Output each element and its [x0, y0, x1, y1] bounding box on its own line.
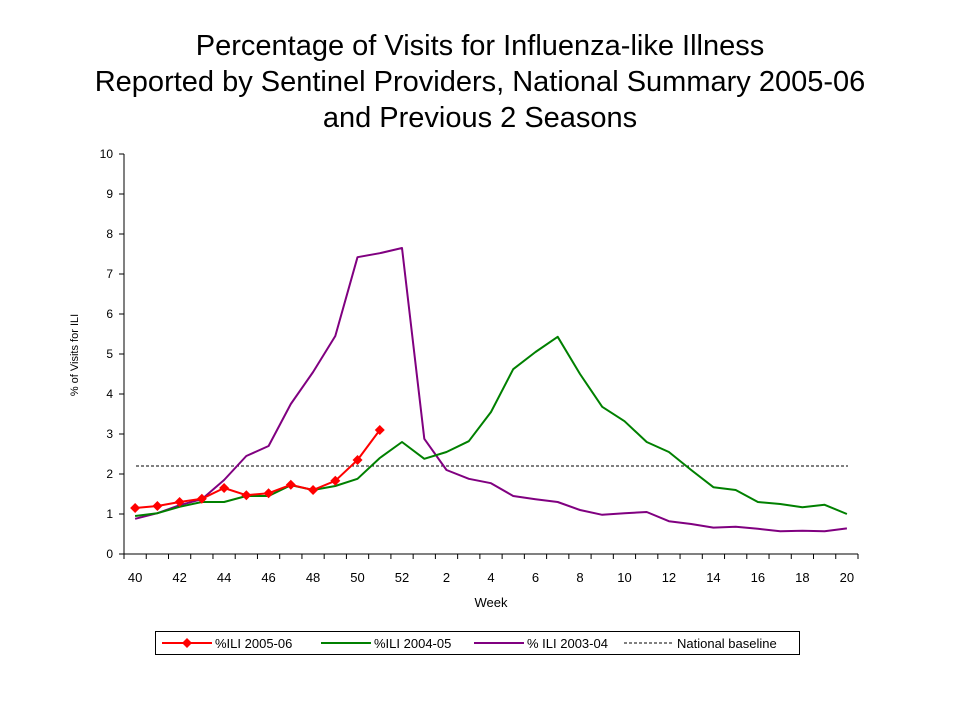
x-tick-label: 4 — [487, 570, 494, 585]
x-tick-label: 20 — [840, 570, 854, 585]
y-tick-label: 10 — [100, 147, 114, 161]
x-tick-label: 14 — [706, 570, 720, 585]
series-0-point — [130, 503, 141, 513]
y-tick-label: 7 — [106, 267, 113, 281]
x-tick-label: 44 — [217, 570, 231, 585]
legend-label-baseline: National baseline — [677, 635, 777, 651]
x-tick-label: 8 — [576, 570, 583, 585]
series-0-point — [196, 493, 207, 504]
y-tick-label: 4 — [106, 387, 113, 401]
series-line-1 — [134, 335, 848, 517]
y-tick-label: 1 — [106, 507, 113, 521]
legend-label-2003-04: % ILI 2003-04 — [527, 635, 608, 651]
y-tick-label: 0 — [106, 547, 113, 561]
y-tick-label: 8 — [106, 227, 113, 241]
series-0-point — [308, 485, 319, 495]
title-line-2: Reported by Sentinel Providers, National… — [94, 66, 866, 98]
y-tick-label: 2 — [106, 467, 113, 481]
legend-label-2004-05: %ILI 2004-05 — [374, 635, 452, 651]
x-tick-label: 16 — [751, 570, 765, 585]
x-tick-label: 10 — [617, 570, 631, 585]
title-line-3: and Previous 2 Seasons — [322, 102, 638, 134]
legend-swatch-baseline — [624, 642, 674, 644]
series-0-point — [263, 488, 274, 499]
x-tick-label: 18 — [795, 570, 809, 585]
x-tick-label: 42 — [172, 570, 186, 585]
chart-title: Percentage of Visits for Influenza-like … — [0, 28, 960, 136]
legend-swatch-2005-06 — [162, 638, 212, 648]
y-tick-label: 6 — [106, 307, 113, 321]
x-tick-label: 12 — [662, 570, 676, 585]
series-0-point — [241, 490, 252, 501]
series-0-point — [330, 475, 341, 486]
title-line-1: Percentage of Visits for Influenza-like … — [195, 30, 765, 62]
y-tick-label: 3 — [106, 427, 113, 441]
x-tick-label: 52 — [395, 570, 409, 585]
legend-swatch-2003-04 — [474, 642, 524, 644]
series-0-point — [174, 497, 185, 507]
y-tick-label: 9 — [106, 187, 113, 201]
legend-swatch-2004-05 — [321, 642, 371, 644]
series-0-point — [152, 501, 163, 511]
legend-item-2005-06: %ILI 2005-06 — [162, 632, 292, 654]
x-tick-label: 50 — [350, 570, 364, 585]
series-0-point — [285, 479, 296, 490]
x-tick-label: 40 — [128, 570, 142, 585]
series-0-point — [352, 455, 363, 465]
legend-label-2005-06: %ILI 2005-06 — [215, 635, 293, 651]
legend-item-2004-05: %ILI 2004-05 — [321, 632, 451, 654]
y-axis-label: % of Visits for ILI — [69, 314, 81, 396]
y-tick-label: 5 — [106, 347, 113, 361]
series-0-point — [219, 483, 230, 493]
chart-legend: %ILI 2005-06 %ILI 2004-05 % ILI 2003-04 … — [155, 631, 800, 655]
x-axis-label: Week — [475, 595, 508, 610]
series-line-2 — [134, 247, 848, 533]
series-0-point — [374, 425, 385, 435]
x-tick-label: 48 — [306, 570, 320, 585]
x-tick-label: 2 — [443, 570, 450, 585]
legend-item-baseline: National baseline — [624, 632, 777, 654]
legend-item-2003-04: % ILI 2003-04 — [474, 632, 608, 654]
x-tick-label: 46 — [261, 570, 275, 585]
x-tick-label: 6 — [532, 570, 539, 585]
